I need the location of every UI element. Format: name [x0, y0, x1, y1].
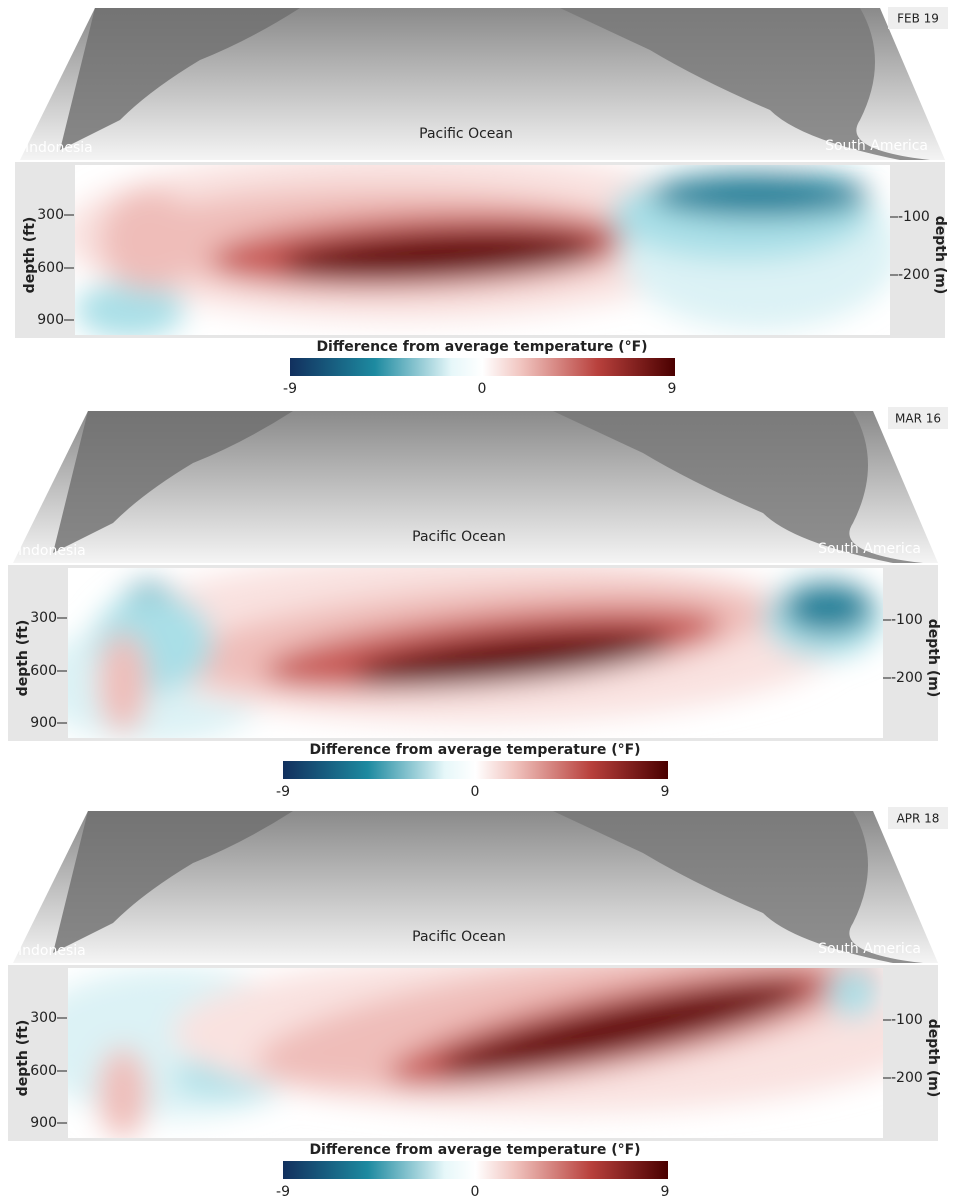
depth-tick-label: -100 [891, 1012, 923, 1028]
left-label: Indonesia [25, 140, 93, 156]
ocean-label: Pacific Ocean [419, 126, 513, 142]
right-label: South America [818, 941, 921, 957]
depth-tick-label: 600 [37, 260, 64, 276]
colorbar-title: Difference from average temperature (°F) [316, 339, 647, 355]
right-label: South America [818, 541, 921, 557]
panel: Pacific Ocean Indonesia South America 300 60… [8, 407, 948, 800]
colorbar-label: 9 [661, 784, 670, 800]
colorbar-label: 0 [471, 1184, 480, 1200]
depth-tick-label: -200 [891, 670, 923, 686]
america-land [560, 8, 930, 160]
anomaly-region [98, 1048, 148, 1138]
depth-tick-label: -100 [898, 209, 930, 225]
date: FEB 19 [897, 12, 939, 26]
depth-tick-label: 300 [37, 207, 64, 223]
date-box [888, 7, 948, 29]
asia-land [60, 8, 300, 150]
anomaly-region [437, 983, 809, 1073]
ocean-label: Pacific Ocean [412, 529, 506, 545]
anomaly-region [98, 633, 148, 733]
asia-land [53, 411, 293, 553]
colorbar [283, 1161, 668, 1179]
right-label: South America [825, 138, 928, 154]
depth-tick-label: -100 [891, 612, 923, 628]
depth-tick-label: 600 [30, 663, 57, 679]
america-land [553, 411, 923, 563]
america-land [553, 811, 923, 963]
anomaly-region [75, 282, 185, 335]
depth-tick-label: 900 [30, 1115, 57, 1131]
colorbar [283, 761, 668, 779]
colorbar-label: 0 [471, 784, 480, 800]
axis-title: depth (ft) [15, 1020, 31, 1097]
colorbar-title: Difference from average temperature (°F) [309, 742, 640, 758]
colorbar-label: 0 [478, 381, 487, 397]
anomaly-region [100, 190, 200, 290]
anomaly-region [783, 583, 873, 633]
left-label: Indonesia [18, 943, 86, 959]
anomaly-region [353, 630, 673, 686]
asia-land [53, 811, 293, 953]
depth-tick-label: 900 [30, 715, 57, 731]
axis-title: depth (ft) [22, 217, 38, 294]
anomaly-region [280, 231, 600, 279]
colorbar-label: -9 [283, 381, 297, 397]
date-box [888, 807, 948, 829]
panel: Pacific Ocean Indonesia South America 300 60… [15, 7, 948, 397]
axis-title: depth (m) [925, 1019, 941, 1097]
colorbar-label: 9 [668, 381, 677, 397]
panel: Pacific Ocean Indonesia South America 300 60… [8, 807, 948, 1200]
colorbar-title: Difference from average temperature (°F) [309, 1142, 640, 1158]
depth-tick-label: 900 [37, 312, 64, 328]
date: APR 18 [897, 812, 940, 826]
anomaly-region [650, 173, 870, 217]
colorbar-label: -9 [276, 784, 290, 800]
ocean-label: Pacific Ocean [412, 929, 506, 945]
date: MAR 16 [895, 412, 941, 426]
depth-tick-label: 300 [30, 610, 57, 626]
anomaly-region [828, 968, 878, 1018]
colorbar-label: -9 [276, 1184, 290, 1200]
colorbar-label: 9 [661, 1184, 670, 1200]
colorbar [290, 358, 675, 376]
date-box [888, 407, 948, 429]
axis-title: depth (m) [932, 216, 948, 294]
left-label: Indonesia [18, 543, 86, 559]
depth-tick-label: 300 [30, 1010, 57, 1026]
depth-tick-label: 600 [30, 1063, 57, 1079]
depth-tick-label: -200 [891, 1070, 923, 1086]
axis-title: depth (m) [925, 619, 941, 697]
axis-title: depth (ft) [15, 620, 31, 697]
depth-tick-label: -200 [898, 267, 930, 283]
